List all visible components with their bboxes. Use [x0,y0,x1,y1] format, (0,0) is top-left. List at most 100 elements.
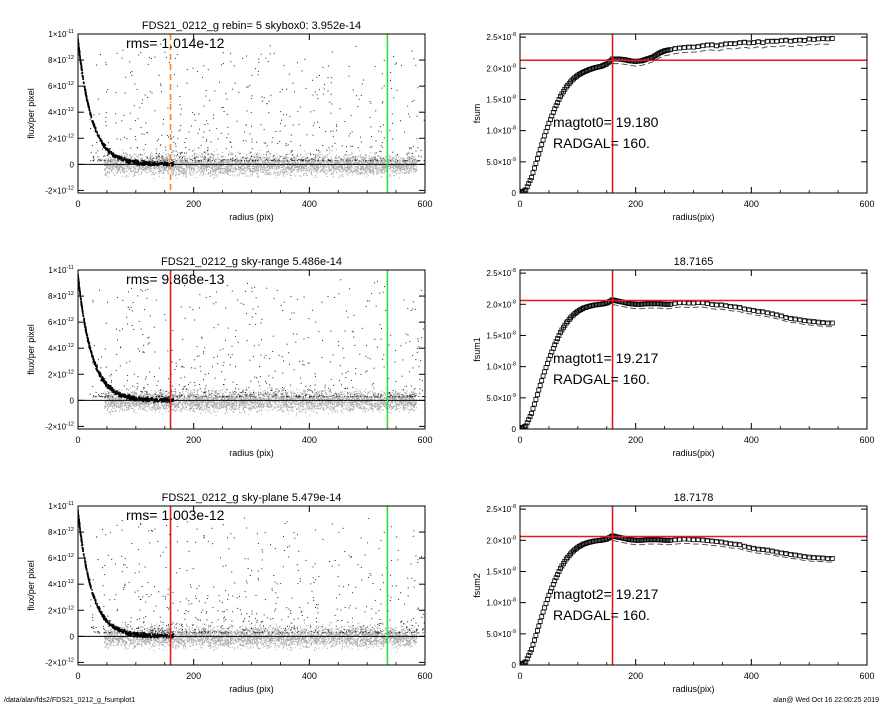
sky-pixel [190,168,192,170]
outlier-point [361,83,363,85]
sky-pixel [274,166,275,168]
sky-pixel [252,170,254,171]
sky-pixel [138,155,140,157]
sky-pixel [112,172,114,174]
outlier-point [291,160,293,161]
sky-pixel [217,166,219,167]
sky-pixel [337,162,339,164]
sky-pixel [348,159,350,161]
outlier-point [251,125,252,127]
outlier-point [209,100,211,102]
sky-pixel [256,173,258,175]
sky-pixel [357,166,359,168]
sky-pixel [291,162,293,164]
outlier-point [291,158,293,159]
sky-pixel [393,168,395,170]
sky-pixel [213,150,215,152]
sky-pixel [296,171,298,173]
sky-pixel [371,168,373,170]
sky-pixel [347,175,349,177]
outlier-point [291,150,293,152]
sky-pixel [360,157,362,158]
outlier-point [317,159,319,161]
sky-pixel [354,158,356,160]
sky-pixel [149,169,151,171]
outlier-point [323,160,325,162]
sky-pixel [187,158,188,160]
sky-pixel [356,157,358,159]
outlier-point [96,64,98,66]
outlier-point [188,131,190,133]
outlier-point [225,147,227,149]
sky-pixel [372,159,374,161]
outlier-point [269,53,271,55]
sky-pixel [251,171,253,173]
sky-pixel [183,153,185,155]
sky-pixel [371,170,373,172]
sky-pixel [214,161,216,163]
sky-pixel [264,161,266,163]
sky-pixel [337,168,338,170]
sky-pixel [359,154,361,155]
outlier-point [319,160,321,162]
sky-pixel [131,166,133,168]
sky-pixel [376,173,378,175]
sky-pixel [408,165,409,167]
outlier-point [314,160,316,162]
sky-pixel [258,164,260,166]
outlier-point [201,47,203,49]
sky-pixel [231,162,233,164]
outlier-point [391,113,393,115]
outlier-point [369,101,371,102]
sky-pixel [338,156,340,158]
sky-pixel [222,161,224,163]
sky-pixel [379,160,381,161]
sky-pixel [374,156,375,158]
sky-pixel [111,166,113,168]
sky-pixel [265,162,266,164]
sky-pixel [235,164,237,166]
sky-pixel [172,169,174,171]
sky-pixel [400,167,402,169]
sky-pixel [397,170,399,172]
sky-pixel [211,167,213,169]
outlier-point [231,159,233,161]
sky-pixel [305,170,307,171]
sky-pixel [393,175,395,177]
outlier-point [279,156,281,158]
sky-pixel [414,162,416,163]
sky-pixel [243,167,245,169]
sky-pixel [398,168,400,170]
outlier-point [177,138,179,140]
sky-pixel [217,162,219,164]
sky-pixel [177,151,178,153]
sky-pixel [272,166,274,168]
sky-pixel [288,162,290,164]
sky-pixel [208,153,209,155]
sky-pixel [376,155,378,157]
sky-pixel [301,158,303,160]
sky-pixel [294,166,296,168]
sky-pixel [137,159,139,161]
outlier-point [242,57,244,59]
sky-pixel [361,166,363,168]
sky-pixel [193,169,194,171]
outlier-point [409,148,411,150]
sky-pixel [180,170,182,172]
sky-pixel [277,166,279,167]
sky-pixel [274,173,276,175]
sky-pixel [223,173,225,175]
sky-pixel [212,171,214,173]
sky-pixel [348,171,350,173]
outlier-point [160,83,161,85]
sky-pixel [347,162,349,164]
sky-pixel [294,158,296,160]
sky-pixel [400,157,402,159]
sky-pixel [313,160,315,162]
sky-pixel [322,166,324,168]
outlier-point [105,62,107,64]
sky-pixel [403,159,405,161]
sky-pixel [349,165,351,167]
sky-pixel [241,170,243,171]
sky-pixel [368,168,370,170]
